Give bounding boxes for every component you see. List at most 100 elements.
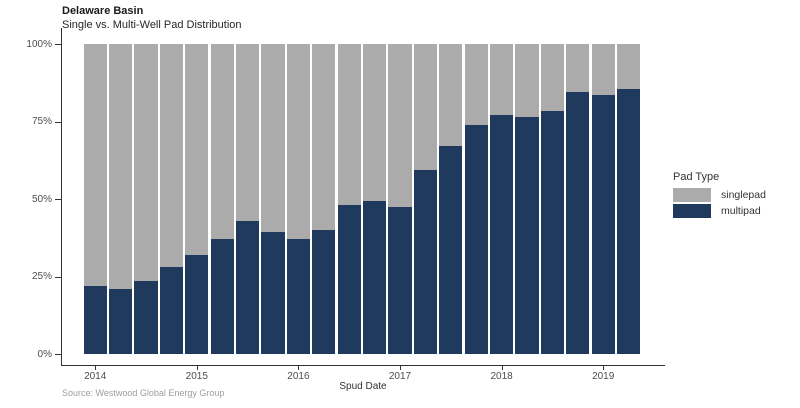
bar-2018-q4 [566,44,590,354]
legend-item-multipad: multipad [673,204,766,218]
bar-segment-singlepad [616,44,641,89]
bar-segment-singlepad [286,44,310,240]
bar-segment-multipad [464,124,488,354]
legend-swatch-multipad [673,204,711,218]
y-tick-label: 100% [26,38,52,50]
bar-segment-multipad [83,285,107,354]
bar-2014-q1 [83,44,107,354]
bar-2014-q3 [134,44,158,354]
bar-segment-singlepad [439,44,463,147]
x-tick-mark [501,366,503,370]
bar-2018-q1 [489,44,514,354]
bar-2016-q2 [312,44,336,354]
x-tick-label-2014: 2014 [84,371,107,382]
bar-segment-singlepad [159,44,183,268]
bar-segment-singlepad [566,44,590,93]
bar-segment-multipad [286,239,310,354]
y-tick-label: 75% [31,116,52,127]
bar-2014-q4 [159,44,183,354]
bar-segment-singlepad [388,44,412,207]
bar-2017-q3 [439,44,463,354]
bar-segment-singlepad [515,44,539,117]
bar-segment-singlepad [413,44,437,170]
bar-segment-singlepad [134,44,158,282]
bar-2015-q1 [185,44,209,354]
bar-2018-q3 [540,44,564,354]
source-credit: Source: Westwood Global Energy Group [62,388,225,398]
bar-segment-multipad [489,115,514,354]
x-tick-label-2015: 2015 [185,371,208,382]
bar-segment-singlepad [540,44,564,111]
bar-segment-singlepad [362,44,387,201]
bar-segment-singlepad [464,44,488,125]
legend-label: multipad [721,205,761,217]
y-axis-line [61,28,62,366]
y-tick-mark [55,44,61,45]
y-tick-label: 50% [31,193,52,205]
bar-segment-multipad [235,220,260,354]
bar-segment-multipad [210,239,234,354]
bar-segment-multipad [439,146,463,354]
bar-segment-singlepad [489,44,514,116]
bar-segment-multipad [413,169,437,354]
bar-segment-multipad [337,205,361,354]
chart-title: Delaware Basin [62,5,144,17]
bar-2016-q3 [337,44,361,354]
bar-segment-singlepad [591,44,615,96]
x-tick-mark [95,366,97,370]
bar-segment-multipad [362,200,387,354]
bar-2017-q1 [388,44,412,354]
bar-segment-multipad [185,254,209,354]
y-tick-mark [55,199,61,200]
bar-segment-multipad [134,281,158,354]
x-tick-label-2016: 2016 [287,371,310,382]
x-tick-label-2017: 2017 [388,371,412,382]
x-axis-title: Spud Date [339,381,387,392]
bar-segment-multipad [540,110,564,354]
legend-swatch-singlepad [673,188,711,202]
legend: Pad Type singlepad multipad [673,171,766,220]
bar-segment-multipad [616,88,641,354]
bar-2016-q4 [362,44,387,354]
bar-segment-singlepad [337,44,361,206]
bar-segment-multipad [388,206,412,354]
y-tick-mark [55,121,61,123]
bar-segment-multipad [108,288,133,354]
bar-2019-q1 [591,44,615,354]
bar-segment-singlepad [83,44,107,286]
bar-2014-q2 [108,44,133,354]
bar-segment-multipad [159,267,183,354]
legend-item-singlepad: singlepad [673,188,766,202]
bar-segment-singlepad [108,44,133,289]
bar-segment-multipad [591,95,615,354]
x-tick-label-2019: 2019 [592,371,615,382]
bar-2018-q2 [515,44,539,354]
bar-segment-multipad [312,230,336,354]
bar-2017-q2 [413,44,437,354]
bar-2017-q4 [464,44,488,354]
bar-segment-multipad [566,92,590,354]
legend-title: Pad Type [673,171,720,183]
x-tick-mark [400,366,401,370]
legend-items: singlepad multipad [673,188,766,218]
bar-segment-multipad [261,231,285,354]
x-tick-mark [298,366,300,370]
bar-2015-q4 [261,44,285,354]
bar-2015-q2 [210,44,234,354]
bar-2019-q2 [616,44,641,354]
chart-subtitle: Single vs. Multi-Well Pad Distribution [62,19,242,31]
bar-segment-singlepad [261,44,285,232]
x-tick-label-2018: 2018 [490,371,513,382]
bar-segment-singlepad [185,44,209,255]
legend-label: singlepad [721,189,766,201]
bar-segment-singlepad [312,44,336,230]
y-tick-mark [55,354,61,355]
bar-2015-q3 [235,44,260,354]
y-tick-label: 0% [37,348,52,360]
bar-segment-singlepad [235,44,260,221]
x-tick-mark [196,366,198,370]
y-tick-mark [55,276,61,278]
x-axis-line [61,365,665,366]
y-tick-label: 25% [31,271,52,282]
